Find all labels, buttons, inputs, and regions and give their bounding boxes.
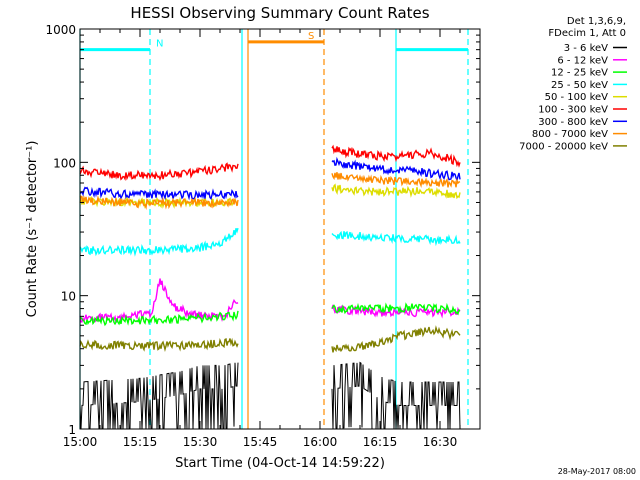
series-line-4-seg-1 bbox=[79, 227, 239, 257]
series-line-3-seg-2 bbox=[331, 302, 461, 316]
x-tick-label-1: 15:15 bbox=[123, 435, 158, 449]
chart-title: HESSI Observing Summary Count Rates bbox=[130, 4, 429, 22]
legend-label-7: 300 - 800 keV bbox=[538, 117, 608, 128]
y-axis-label: Count Rate (s⁻¹ detector⁻¹) bbox=[25, 141, 40, 318]
series-line-3-seg-1 bbox=[79, 310, 239, 327]
series-line-9-seg-2 bbox=[331, 325, 461, 353]
y-tick-label-3: 1000 bbox=[45, 23, 76, 37]
plot-frame bbox=[79, 28, 481, 430]
x-tick-label-3: 15:45 bbox=[243, 435, 278, 449]
legend-header-0: Det 1,3,6,9, bbox=[567, 16, 626, 27]
legend-label-8: 800 - 7000 keV bbox=[532, 129, 608, 140]
series-line-2-seg-1 bbox=[79, 278, 239, 324]
series-line-6-seg-2 bbox=[331, 144, 461, 168]
legend-label-3: 12 - 25 keV bbox=[551, 68, 608, 79]
y-tick-label-0: 1 bbox=[68, 423, 76, 437]
footer-date: 28-May-2017 08:00 bbox=[558, 467, 636, 476]
legend-header-1: FDecim 1, Att 0 bbox=[548, 28, 626, 39]
series-line-6-seg-1 bbox=[79, 162, 239, 182]
legend-label-1: 3 - 6 keV bbox=[564, 43, 608, 54]
series-line-8-seg-1 bbox=[79, 194, 239, 211]
y-tick-label-2: 100 bbox=[53, 156, 76, 170]
legend-label-4: 25 - 50 keV bbox=[551, 80, 608, 91]
series-line-9-seg-1 bbox=[79, 337, 239, 352]
attenuator-annotations: NS bbox=[80, 31, 468, 52]
series-line-7-seg-2 bbox=[331, 156, 461, 183]
time-markers bbox=[79, 29, 469, 429]
x-tick-label-4: 16:00 bbox=[303, 435, 338, 449]
series-line-5-seg-2 bbox=[331, 183, 461, 200]
series-line-7-seg-1 bbox=[79, 186, 239, 201]
legend-label-5: 50 - 100 keV bbox=[545, 92, 609, 103]
series-lines bbox=[79, 144, 461, 430]
series-line-1-seg-1 bbox=[79, 362, 239, 430]
annotation-label-0: N bbox=[156, 39, 163, 50]
series-line-8-seg-2 bbox=[331, 172, 461, 188]
series-line-4-seg-2 bbox=[331, 230, 461, 247]
x-tick-label-0: 15:00 bbox=[63, 435, 98, 449]
y-tick-label-1: 10 bbox=[61, 290, 76, 304]
x-tick-label-5: 16:15 bbox=[363, 435, 398, 449]
axis-ticks: 15:00 15:15 15:30 15:45 16:00 16:15 16:30 1 10 10… bbox=[45, 23, 481, 449]
legend-label-6: 100 - 300 keV bbox=[538, 105, 608, 116]
annotation-label-2: S bbox=[308, 31, 314, 42]
legend-label-2: 6 - 12 keV bbox=[557, 55, 608, 66]
x-tick-label-2: 15:30 bbox=[183, 435, 218, 449]
x-axis-label: Start Time (04-Oct-14 14:59:22) bbox=[175, 456, 385, 471]
legend-label-9: 7000 - 20000 keV bbox=[519, 141, 608, 152]
x-tick-label-6: 16:30 bbox=[423, 435, 458, 449]
